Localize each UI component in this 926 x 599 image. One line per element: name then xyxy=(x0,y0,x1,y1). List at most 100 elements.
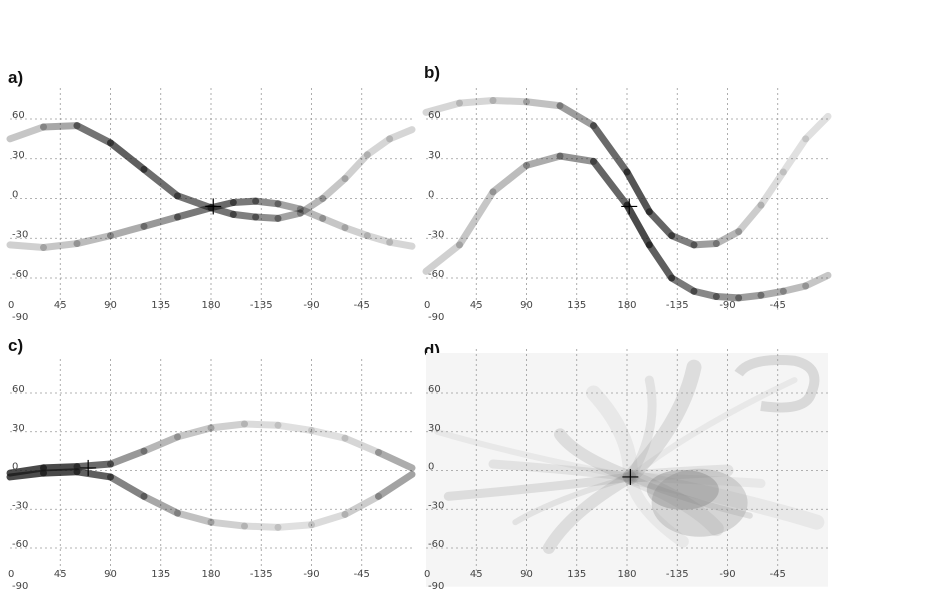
series-1-segment xyxy=(308,426,349,442)
y-tick-label: -30 xyxy=(428,229,444,240)
x-tick-label: 90 xyxy=(104,569,117,580)
series-1-segment xyxy=(40,463,81,472)
x-tick-label: 45 xyxy=(470,569,483,580)
x-tick-label: 180 xyxy=(617,300,636,311)
y-tick-label: -30 xyxy=(12,500,28,511)
series-1-segment xyxy=(757,168,787,209)
series-1-segment xyxy=(207,420,248,432)
series-1-segment xyxy=(73,460,114,471)
series-2-segment xyxy=(319,214,349,232)
series-2-segment xyxy=(712,293,743,302)
y-tick-label: -60 xyxy=(428,269,444,280)
series-2-segment xyxy=(207,518,248,530)
panel-d: d) 60 30 0 -30 -60 -90 0 45 90 135 180 -135 -90 -45 xyxy=(416,335,856,599)
x-tick-label: 180 xyxy=(617,569,636,580)
series-1-segment xyxy=(107,447,148,468)
y-tick-label: 0 xyxy=(428,190,434,201)
series-2-segment xyxy=(422,241,463,275)
series-1-segment xyxy=(489,96,530,106)
series-1-segment xyxy=(252,213,282,222)
density-streak xyxy=(627,377,798,480)
x-tick-label: -45 xyxy=(770,300,786,311)
series-2-segment xyxy=(252,197,282,208)
panel-b: b) 60 30 0 -30 -60 -90 0 45 90 135 180 -135 -90 -45 xyxy=(416,62,856,330)
series-1-segment xyxy=(274,209,304,222)
panel-c: c) 60 30 0 -30 -60 -90 0 45 90 135 180 -135 -90 -45 xyxy=(0,335,440,599)
series-1-segment xyxy=(107,139,148,173)
x-tick-label: -45 xyxy=(770,569,786,580)
series-2-segment xyxy=(386,238,416,250)
series-2-segment xyxy=(735,291,765,302)
series-2-segment xyxy=(623,201,653,249)
series-1-segment xyxy=(386,126,416,143)
series-2-segment xyxy=(779,282,810,295)
series-2-segment xyxy=(296,205,327,222)
series-2-segment xyxy=(6,241,47,252)
x-tick-label: 0 xyxy=(8,569,14,580)
series-1-segment xyxy=(645,208,676,240)
density-streak xyxy=(586,385,638,485)
y-tick-label: -30 xyxy=(428,500,444,511)
series-2-segment xyxy=(40,240,81,252)
series-2-segment xyxy=(556,152,597,165)
density-streak xyxy=(625,472,766,488)
density-core xyxy=(646,469,719,510)
density-streak xyxy=(512,473,634,526)
series-2-segment xyxy=(802,271,832,290)
y-tick-label: 0 xyxy=(12,462,18,473)
series-2-segment xyxy=(40,468,81,477)
series-2-segment xyxy=(229,197,260,206)
y-tick-label: 60 xyxy=(12,110,25,121)
panel-label-a: a) xyxy=(8,68,24,87)
y-tick-label: 0 xyxy=(428,462,434,473)
x-tick-label: 45 xyxy=(470,300,483,311)
density-streak xyxy=(622,469,724,537)
density-streak xyxy=(542,470,637,554)
series-2-segment xyxy=(489,161,530,196)
y-tick-label: -90 xyxy=(428,581,444,592)
series-1-segment xyxy=(140,433,181,455)
series-1-segment xyxy=(174,424,215,441)
series-2-segment xyxy=(107,222,148,240)
x-tick-label: 0 xyxy=(424,569,430,580)
density-streak xyxy=(554,428,637,483)
density-streak xyxy=(434,428,634,480)
series-2-segment xyxy=(375,470,416,500)
x-tick-label: -45 xyxy=(354,300,370,311)
series-2-segment xyxy=(757,287,787,299)
x-tick-label: 180 xyxy=(201,300,220,311)
series-2-segment xyxy=(274,200,304,213)
y-tick-label: 60 xyxy=(12,384,25,395)
y-tick-label: -60 xyxy=(12,269,28,280)
density-streak xyxy=(443,472,635,501)
density-streak xyxy=(625,375,657,482)
series-1-segment xyxy=(6,464,47,477)
series-2-segment xyxy=(241,522,282,531)
series-1-segment xyxy=(802,112,832,143)
series-1-segment xyxy=(523,98,564,110)
series-2-segment xyxy=(73,468,114,481)
y-tick-label: 0 xyxy=(12,190,18,201)
x-tick-label: 90 xyxy=(104,300,117,311)
x-tick-label: -135 xyxy=(666,569,689,580)
series-1-segment xyxy=(40,122,81,131)
series-2-segment xyxy=(140,213,181,230)
panel-a: a) 60 30 0 -30 -60 -90 0 45 90 135 180 -135 -90 -45 xyxy=(0,62,440,330)
series-1-segment xyxy=(274,421,315,434)
x-tick-label: 90 xyxy=(520,300,533,311)
series-2-segment xyxy=(6,469,47,481)
series-2-segment xyxy=(274,521,315,531)
series-2-segment xyxy=(363,232,394,246)
series-2-segment xyxy=(645,241,676,282)
y-tick-label: 30 xyxy=(428,423,441,434)
x-tick-label: 45 xyxy=(54,569,67,580)
x-tick-label: 135 xyxy=(151,300,170,311)
y-tick-label: -60 xyxy=(428,539,444,550)
series-1-segment xyxy=(341,434,382,456)
series-1-segment xyxy=(623,168,653,216)
x-tick-label: -90 xyxy=(303,569,319,580)
x-tick-label: -135 xyxy=(250,300,273,311)
panel-label-c: c) xyxy=(8,336,24,355)
